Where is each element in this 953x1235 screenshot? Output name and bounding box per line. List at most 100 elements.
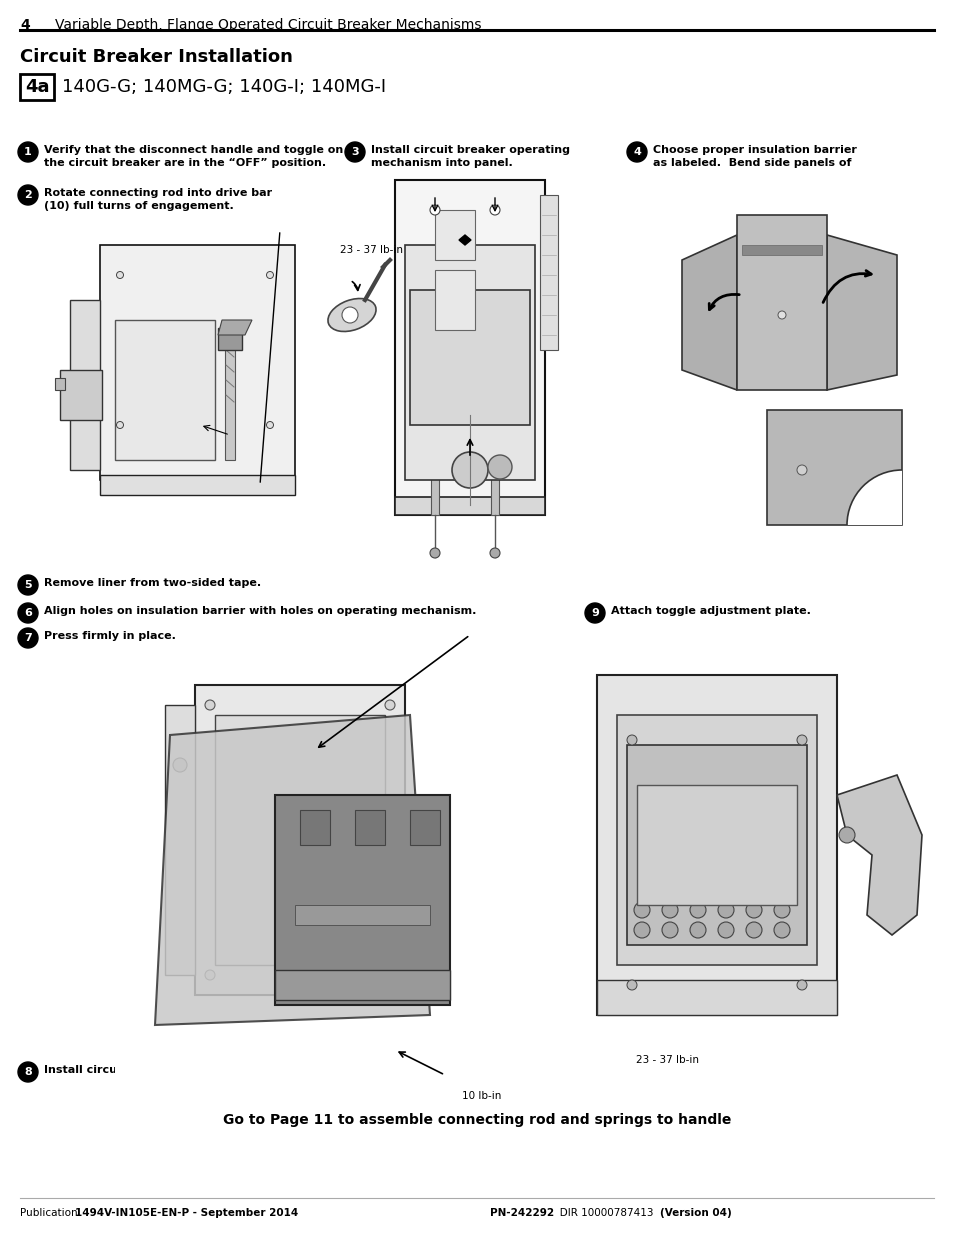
Text: 4a: 4a: [25, 78, 50, 96]
Bar: [419, 325, 519, 415]
Text: Align holes on insulation barrier with holes on operating mechanism.: Align holes on insulation barrier with h…: [44, 606, 476, 616]
Circle shape: [773, 923, 789, 939]
Bar: [405, 245, 535, 480]
Bar: [55, 378, 65, 390]
Bar: [431, 477, 438, 515]
Polygon shape: [826, 235, 896, 390]
Text: 1: 1: [24, 147, 31, 157]
Text: 23 - 37 lb-in: 23 - 37 lb-in: [339, 245, 402, 254]
Bar: [225, 340, 234, 459]
Circle shape: [430, 548, 439, 558]
Bar: [70, 300, 100, 471]
Bar: [299, 810, 330, 845]
FancyBboxPatch shape: [20, 74, 54, 100]
Circle shape: [18, 576, 38, 595]
Bar: [395, 180, 544, 515]
Bar: [617, 715, 816, 965]
Text: 2: 2: [24, 190, 31, 200]
Circle shape: [796, 466, 806, 475]
Bar: [100, 245, 294, 480]
Circle shape: [745, 902, 761, 918]
Circle shape: [430, 205, 439, 215]
Circle shape: [18, 603, 38, 622]
Text: Variable Depth, Flange Operated Circuit Breaker Mechanisms: Variable Depth, Flange Operated Circuit …: [55, 19, 481, 32]
Circle shape: [626, 142, 646, 162]
Circle shape: [796, 981, 806, 990]
Circle shape: [689, 902, 705, 918]
Text: Publication: Publication: [20, 1208, 81, 1218]
Circle shape: [634, 902, 649, 918]
Bar: [355, 810, 385, 845]
Bar: [539, 195, 558, 350]
Circle shape: [490, 548, 499, 558]
Ellipse shape: [328, 299, 375, 331]
Circle shape: [838, 827, 854, 844]
Bar: [115, 655, 564, 1074]
Text: 3: 3: [351, 147, 358, 157]
Text: Choose proper insulation barrier
as labeled.  Bend side panels of
insulation bar: Choose proper insulation barrier as labe…: [652, 144, 856, 182]
Circle shape: [773, 902, 789, 918]
Circle shape: [796, 735, 806, 745]
Circle shape: [626, 735, 637, 745]
Bar: [214, 715, 385, 965]
Bar: [626, 745, 806, 945]
Circle shape: [718, 902, 733, 918]
Bar: [435, 270, 475, 330]
Polygon shape: [458, 235, 471, 245]
Polygon shape: [836, 776, 921, 935]
Text: Remove liner from two-sided tape.: Remove liner from two-sided tape.: [44, 578, 261, 588]
Text: 8: 8: [24, 1067, 31, 1077]
Circle shape: [116, 421, 123, 429]
Circle shape: [689, 923, 705, 939]
Polygon shape: [218, 320, 252, 335]
Bar: [637, 170, 941, 530]
Bar: [741, 245, 821, 254]
Text: Attach toggle adjustment plate.: Attach toggle adjustment plate.: [610, 606, 810, 616]
Bar: [491, 477, 498, 515]
Text: 23 - 37 lb-in: 23 - 37 lb-in: [636, 1055, 699, 1065]
Circle shape: [18, 629, 38, 648]
Circle shape: [452, 452, 488, 488]
Polygon shape: [681, 235, 737, 390]
Circle shape: [172, 758, 187, 772]
Bar: [577, 645, 936, 1070]
Bar: [218, 329, 242, 350]
Bar: [637, 785, 796, 905]
Bar: [60, 370, 102, 420]
Bar: [410, 290, 530, 425]
Circle shape: [18, 185, 38, 205]
Circle shape: [745, 923, 761, 939]
Bar: [55, 225, 314, 510]
Circle shape: [266, 272, 274, 279]
Circle shape: [490, 205, 499, 215]
Text: Verify that the disconnect handle and toggle on
the circuit breaker are in the “: Verify that the disconnect handle and to…: [44, 144, 343, 168]
Polygon shape: [154, 715, 430, 1025]
Text: 4: 4: [633, 147, 640, 157]
Text: Circuit Breaker Installation: Circuit Breaker Installation: [20, 48, 293, 65]
Text: 10 lb-in: 10 lb-in: [461, 1091, 501, 1100]
Bar: [194, 685, 405, 995]
Circle shape: [345, 142, 365, 162]
Text: (Version 04): (Version 04): [659, 1208, 731, 1218]
Circle shape: [661, 902, 678, 918]
Bar: [274, 969, 450, 1000]
Bar: [435, 210, 475, 261]
Bar: [100, 475, 294, 495]
Bar: [115, 320, 214, 459]
Bar: [294, 905, 430, 925]
Circle shape: [718, 923, 733, 939]
Bar: [274, 795, 450, 1005]
Text: 140G-G; 140MG-G; 140G-I; 140MG-I: 140G-G; 140MG-G; 140G-I; 140MG-I: [62, 78, 386, 96]
Bar: [597, 981, 836, 1015]
Text: 4: 4: [20, 19, 30, 32]
Text: Install circuit breaker onto insulation barrier and mechanism.: Install circuit breaker onto insulation …: [44, 1065, 429, 1074]
Circle shape: [634, 923, 649, 939]
Bar: [395, 496, 544, 515]
Text: PN-242292: PN-242292: [490, 1208, 554, 1218]
Circle shape: [626, 981, 637, 990]
Circle shape: [205, 700, 214, 710]
Text: 9: 9: [591, 608, 598, 618]
Circle shape: [341, 308, 357, 324]
Bar: [410, 810, 439, 845]
Bar: [737, 215, 826, 390]
